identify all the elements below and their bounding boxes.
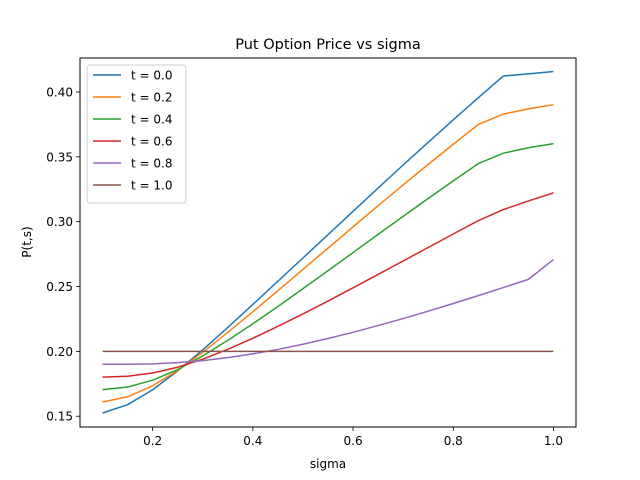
- series-line-3: [102, 192, 554, 378]
- legend-label-0: t = 0.0: [131, 69, 172, 83]
- y-axis-label: P(t,s): [20, 226, 34, 257]
- legend-label-5: t = 1.0: [131, 179, 172, 193]
- y-tick-label-0: 0.15: [46, 410, 73, 424]
- y-tick-label-2: 0.25: [46, 280, 73, 294]
- legend-label-3: t = 0.6: [131, 135, 172, 149]
- legend-box: [86, 64, 187, 204]
- x-tick-label-1: 0.4: [243, 434, 262, 448]
- y-tick-label-1: 0.20: [46, 345, 73, 359]
- series-line-2: [102, 142, 554, 391]
- x-tick-label-3: 0.8: [444, 434, 463, 448]
- x-tick-label-4: 1.0: [544, 434, 563, 448]
- y-axis: 0.15 0.20 0.25 0.30 0.35 0.40: [46, 85, 80, 424]
- x-axis-label: sigma: [310, 457, 346, 471]
- legend-label-2: t = 0.4: [131, 113, 172, 127]
- legend: t = 0.0 t = 0.2 t = 0.4 t = 0.6 t = 0.8 t = 1…: [86, 64, 187, 204]
- chart-title: Put Option Price vs sigma: [235, 37, 421, 53]
- x-tick-label-2: 0.6: [344, 434, 363, 448]
- y-tick-label-3: 0.30: [46, 215, 73, 229]
- x-tick-label-0: 0.2: [143, 434, 162, 448]
- series-lines: [102, 70, 554, 414]
- series-line-1: [102, 103, 554, 403]
- plot-area: [79, 57, 577, 428]
- series-line-4: [102, 258, 554, 365]
- legend-label-4: t = 0.8: [131, 157, 172, 171]
- x-axis: 0.2 0.4 0.6 0.8 1.0: [143, 427, 563, 448]
- legend-label-1: t = 0.2: [131, 91, 172, 105]
- y-tick-label-5: 0.40: [46, 85, 73, 99]
- y-tick-label-4: 0.35: [46, 150, 73, 164]
